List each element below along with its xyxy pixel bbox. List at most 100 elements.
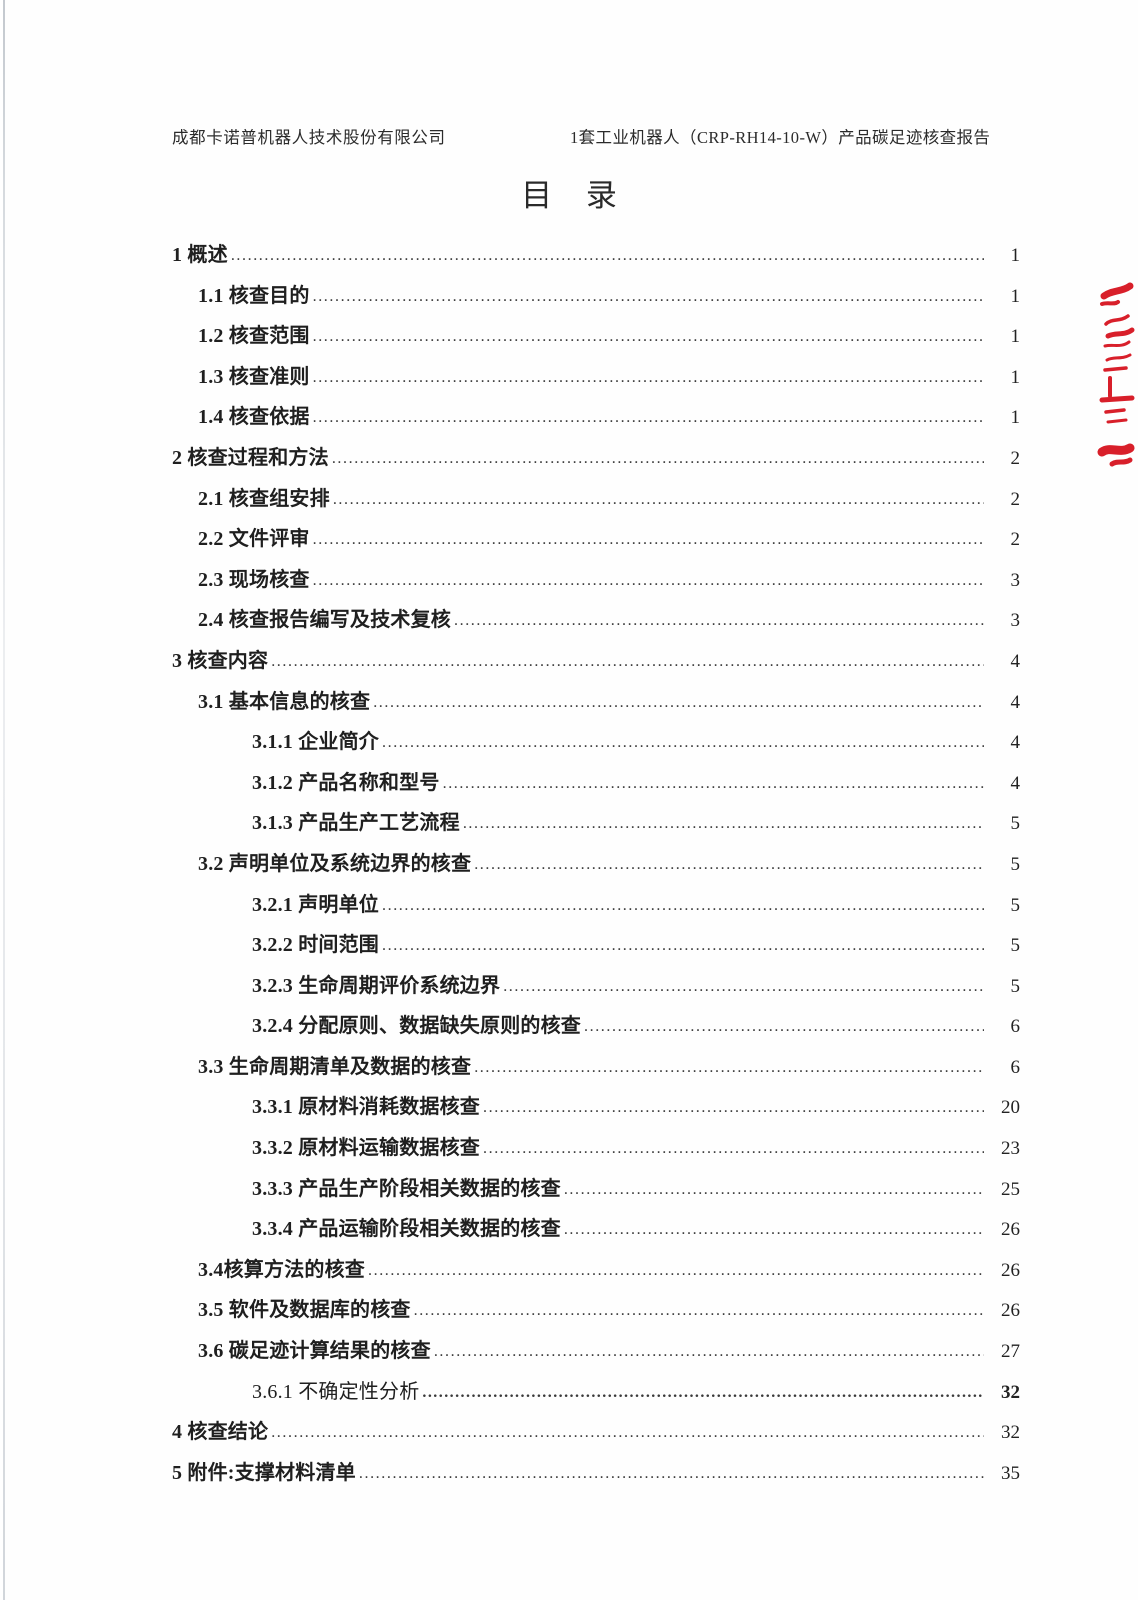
toc-entry-label: 3.2.2 时间范围: [252, 934, 379, 957]
toc-entry-label: 4 核查结论: [172, 1421, 269, 1444]
toc-entry-page-number: 32: [1001, 1422, 1020, 1444]
toc-entry-page-number: 5: [1010, 935, 1021, 957]
toc-entry[interactable]: 3.1.3 产品生产工艺流程 5: [0, 806, 1138, 847]
toc-entry[interactable]: 3.6.1 不确定性分析 32: [0, 1375, 1138, 1416]
toc-entry[interactable]: 3.2.1 声明单位 5: [0, 888, 1138, 929]
toc-leader-dots: [474, 1059, 984, 1077]
toc-leader-dots: [271, 653, 984, 671]
toc-entry-page-number: 23: [1001, 1138, 1020, 1160]
toc-entry-label: 3.3.4 产品运输阶段相关数据的核查: [252, 1218, 561, 1241]
toc-entry[interactable]: 1.3 核查准则 1: [0, 360, 1138, 401]
toc-entry[interactable]: 3.1 基本信息的核查 4: [0, 685, 1138, 726]
toc-leader-dots: [483, 1099, 984, 1117]
toc-entry-label: 1.1 核查目的: [198, 284, 310, 307]
toc-entry-page-number: 2: [1010, 529, 1021, 551]
toc-entry-label: 5 附件:支撑材料清单: [172, 1461, 356, 1484]
toc-entry-page-number: 3: [1010, 610, 1021, 632]
running-header: 成都卡诺普机器人技术股份有限公司 1套工业机器人（CRP-RH14-10-W）产…: [0, 124, 1138, 150]
toc-entry[interactable]: 3.3.4 产品运输阶段相关数据的核查 26: [0, 1212, 1138, 1253]
toc-entry-page-number: 3: [1010, 569, 1021, 591]
toc-entry-page-number: 1: [1010, 326, 1021, 348]
toc-entry[interactable]: 3.4核算方法的核查 26: [0, 1253, 1138, 1294]
toc-entry-label: 3.2.1 声明单位: [252, 893, 379, 916]
toc-entry[interactable]: 3.5 软件及数据库的核查 26: [0, 1293, 1138, 1334]
toc-entry[interactable]: 3.1.2 产品名称和型号 4: [0, 766, 1138, 807]
header-document-title: 1套工业机器人（CRP-RH14-10-W）产品碳足迹核查报告: [570, 128, 991, 147]
toc-entry-label: 3.2.4 分配原则、数据缺失原则的核查: [252, 1015, 581, 1038]
toc-entry[interactable]: 3.2.2 时间范围 5: [0, 928, 1138, 969]
header-company-name: 成都卡诺普机器人技术股份有限公司: [172, 128, 446, 147]
toc-entry-label: 3.3 生命周期清单及数据的核查: [198, 1055, 472, 1078]
toc-leader-dots: [368, 1262, 984, 1280]
toc-entry[interactable]: 5 附件:支撑材料清单 35: [0, 1456, 1138, 1497]
toc-entry[interactable]: 2.3 现场核查 3: [0, 563, 1138, 604]
toc-entry-label: 3.6.1 不确定性分析: [252, 1380, 420, 1403]
toc-entry-page-number: 4: [1010, 691, 1021, 713]
toc-entry-label: 3.5 软件及数据库的核查: [198, 1299, 411, 1322]
toc-entry-page-number: 5: [1010, 894, 1021, 916]
table-of-contents: 1 概述11.1 核查目的11.2 核查范围11.3 核查准则11.4 核查依据…: [0, 238, 1138, 1496]
toc-entry[interactable]: 3.2.4 分配原则、数据缺失原则的核查 6: [0, 1009, 1138, 1050]
toc-leader-dots: [359, 1465, 984, 1483]
toc-entry-page-number: 25: [1001, 1178, 1020, 1200]
toc-leader-dots: [313, 409, 984, 427]
toc-entry-page-number: 27: [1001, 1341, 1020, 1363]
toc-entry-label: 2.2 文件评审: [198, 528, 310, 551]
toc-entry-page-number: 2: [1010, 488, 1021, 510]
toc-entry-page-number: 35: [1001, 1462, 1020, 1484]
toc-entry[interactable]: 2.2 文件评审 2: [0, 522, 1138, 563]
toc-entry[interactable]: 2 核查过程和方法 2: [0, 441, 1138, 482]
toc-entry[interactable]: 3.3 生命周期清单及数据的核查 6: [0, 1050, 1138, 1091]
toc-entry-label: 3.6 碳足迹计算结果的核查: [198, 1340, 431, 1363]
toc-entry-page-number: 5: [1010, 853, 1021, 875]
toc-leader-dots: [414, 1302, 984, 1320]
toc-entry[interactable]: 3.2.3 生命周期评价系统边界 5: [0, 969, 1138, 1010]
toc-entry[interactable]: 1.1 核查目的 1: [0, 279, 1138, 320]
toc-entry[interactable]: 2.4 核查报告编写及技术复核 3: [0, 603, 1138, 644]
toc-leader-dots: [422, 1384, 984, 1402]
toc-entry[interactable]: 1.2 核查范围 1: [0, 319, 1138, 360]
toc-entry-page-number: 5: [1010, 813, 1021, 835]
toc-entry-page-number: 1: [1010, 285, 1021, 307]
toc-entry-label: 3.3.2 原材料运输数据核查: [252, 1137, 480, 1160]
toc-leader-dots: [443, 775, 984, 793]
toc-leader-dots: [333, 491, 984, 509]
toc-leader-dots: [373, 694, 984, 712]
toc-leader-dots: [474, 856, 984, 874]
toc-entry[interactable]: 3 核查内容 4: [0, 644, 1138, 685]
toc-leader-dots: [564, 1221, 984, 1239]
toc-entry-label: 3.2.3 生命周期评价系统边界: [252, 974, 501, 997]
toc-entry-label: 3.3.3 产品生产阶段相关数据的核查: [252, 1177, 561, 1200]
toc-leader-dots: [382, 897, 984, 915]
toc-entry-label: 3.1.3 产品生产工艺流程: [252, 812, 460, 835]
toc-entry-page-number: 4: [1010, 732, 1021, 754]
toc-entry[interactable]: 4 核查结论 32: [0, 1415, 1138, 1456]
toc-leader-dots: [454, 612, 984, 630]
scan-edge: [3, 0, 5, 1600]
toc-entry[interactable]: 3.3.3 产品生产阶段相关数据的核查 25: [0, 1172, 1138, 1213]
toc-entry-page-number: 6: [1010, 1056, 1021, 1078]
toc-entry-page-number: 2: [1010, 447, 1021, 469]
toc-entry[interactable]: 3.6 碳足迹计算结果的核查 27: [0, 1334, 1138, 1375]
toc-entry-label: 1 概述: [172, 244, 228, 266]
toc-leader-dots: [313, 369, 984, 387]
toc-leader-dots: [313, 572, 984, 590]
toc-leader-dots: [382, 937, 984, 955]
toc-leader-dots: [313, 288, 984, 306]
toc-entry[interactable]: 3.3.2 原材料运输数据核查 23: [0, 1131, 1138, 1172]
toc-entry-label: 2 核查过程和方法: [172, 446, 329, 469]
toc-leader-dots: [313, 531, 984, 549]
toc-leader-dots: [313, 328, 984, 346]
toc-entry[interactable]: 1.4 核查依据 1: [0, 400, 1138, 441]
toc-entry[interactable]: 2.1 核查组安排 2: [0, 482, 1138, 523]
toc-leader-dots: [434, 1343, 984, 1361]
toc-entry-label: 3.2 声明单位及系统边界的核查: [198, 852, 472, 875]
toc-entry[interactable]: 3.3.1 原材料消耗数据核查 20: [0, 1090, 1138, 1131]
toc-entry-label: 3.1 基本信息的核查: [198, 690, 371, 713]
page-title: 目 录: [521, 178, 630, 213]
toc-entry-page-number: 4: [1010, 772, 1021, 794]
toc-entry[interactable]: 1 概述 1: [0, 238, 1138, 279]
toc-entry[interactable]: 3.1.1 企业简介 4: [0, 725, 1138, 766]
toc-entry[interactable]: 3.2 声明单位及系统边界的核查 5: [0, 847, 1138, 888]
toc-entry-label: 2.3 现场核查: [198, 568, 310, 591]
